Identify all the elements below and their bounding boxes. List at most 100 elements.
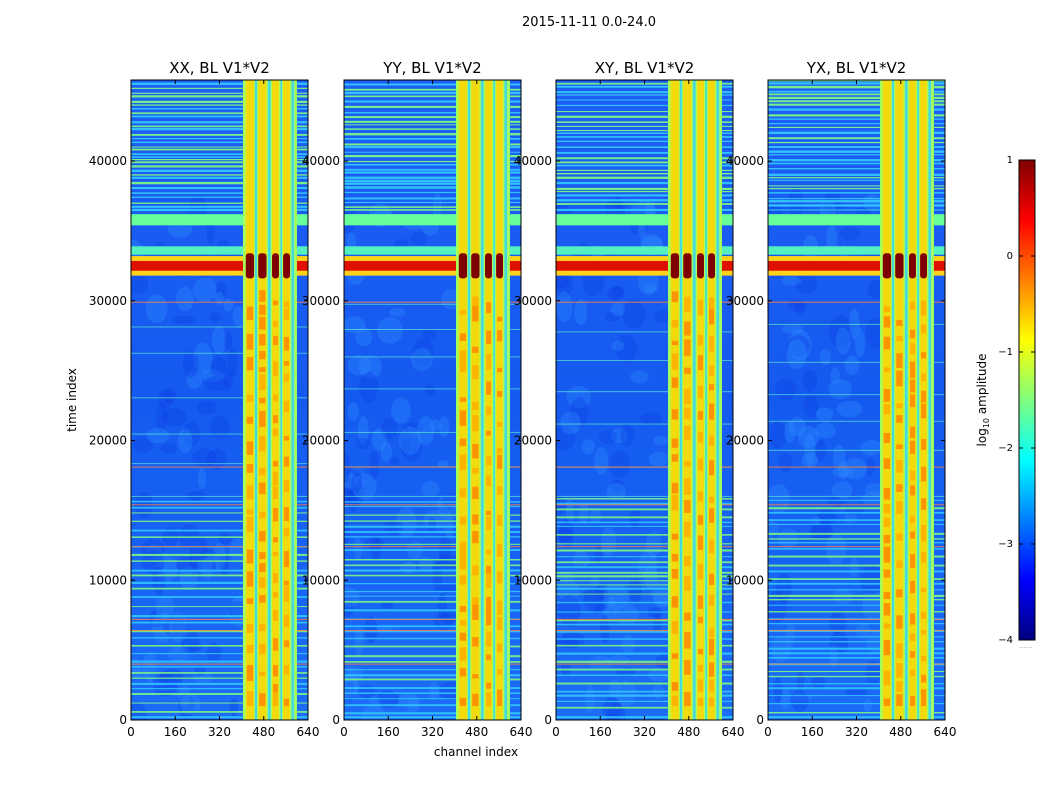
rfi-time-line bbox=[131, 660, 308, 663]
x-tick-label: 0 bbox=[764, 725, 772, 739]
noise-patch bbox=[621, 634, 635, 654]
rfi-time-line bbox=[344, 595, 521, 597]
rfi-time-line bbox=[768, 192, 945, 194]
channel-gap bbox=[480, 80, 484, 720]
y-tick-label: 40000 bbox=[726, 154, 764, 168]
channel-hotspot bbox=[273, 552, 278, 557]
rfi-time-line bbox=[131, 158, 308, 161]
rfi-time-line bbox=[131, 125, 308, 128]
channel-hotspot bbox=[684, 631, 691, 649]
channel-hotspot bbox=[284, 698, 290, 707]
channel-hotspot bbox=[284, 436, 290, 441]
noise-patch bbox=[654, 310, 673, 323]
channel-hotspot bbox=[497, 391, 503, 397]
rfi-time-line bbox=[131, 495, 308, 497]
channel-hotspot bbox=[684, 388, 691, 405]
rfi-horizontal-band bbox=[344, 246, 521, 255]
channel-hotspot bbox=[497, 330, 503, 342]
rfi-time-line bbox=[556, 187, 733, 191]
noise-patch bbox=[788, 417, 806, 437]
rfi-time-line bbox=[344, 564, 521, 567]
rfi-time-line bbox=[768, 703, 945, 705]
rfi-time-line bbox=[344, 514, 521, 516]
rfi-time-line bbox=[344, 143, 521, 146]
noise-patch bbox=[768, 590, 788, 623]
noise-patch bbox=[403, 422, 424, 432]
channel-hotspot bbox=[486, 573, 491, 589]
rfi-time-line bbox=[556, 674, 733, 676]
channel-hotspot bbox=[459, 397, 467, 402]
channel-hotspot bbox=[246, 464, 254, 473]
noise-patch bbox=[832, 444, 846, 471]
rfi-time-line bbox=[556, 549, 733, 552]
channel-hotspot bbox=[246, 516, 254, 532]
channel-hotspot bbox=[486, 609, 491, 626]
channel-hotspot bbox=[896, 681, 903, 692]
channel-hotspot bbox=[284, 507, 290, 521]
channel-hotspot bbox=[246, 357, 254, 371]
rfi-time-line bbox=[344, 655, 521, 658]
noise-patch bbox=[438, 535, 452, 564]
rfi-time-line bbox=[768, 652, 945, 655]
rfi-time-line bbox=[344, 137, 521, 140]
noise-patch bbox=[630, 370, 649, 384]
noise-patch bbox=[795, 272, 818, 294]
channel-hotspot bbox=[459, 541, 467, 555]
noise-patch bbox=[344, 475, 365, 491]
noise-patch bbox=[224, 368, 233, 391]
noise-patch bbox=[844, 355, 860, 376]
noise-patch bbox=[644, 284, 657, 293]
channel-hotspot bbox=[921, 403, 927, 419]
rfi-time-line bbox=[344, 645, 521, 648]
channel-hotspot bbox=[246, 333, 254, 350]
channel-hotspot bbox=[273, 572, 278, 584]
channel-hotspot bbox=[896, 694, 903, 707]
rfi-time-line bbox=[344, 692, 521, 694]
channel-hotspot bbox=[486, 565, 491, 574]
channel-hotspot bbox=[459, 488, 467, 498]
rfi-time-line bbox=[131, 92, 308, 94]
rfi-time-line bbox=[768, 594, 945, 597]
noise-patch bbox=[389, 307, 406, 317]
rfi-time-line bbox=[556, 566, 733, 569]
rfi-time-line bbox=[344, 501, 521, 503]
noise-patch bbox=[389, 456, 400, 466]
channel-hotspot bbox=[684, 575, 691, 591]
channel-hotspot bbox=[497, 316, 503, 322]
channel-column bbox=[670, 80, 680, 720]
noise-patch bbox=[355, 327, 373, 347]
channel-hotspot bbox=[284, 551, 290, 568]
channel-hotspot bbox=[883, 487, 891, 500]
channel-hotspot bbox=[459, 554, 467, 570]
rfi-time-line bbox=[768, 548, 945, 550]
channel-hotspot bbox=[684, 425, 691, 440]
noise-patch bbox=[358, 371, 379, 403]
channel-hotspot bbox=[284, 479, 290, 492]
channel-hotspot bbox=[709, 435, 715, 446]
noise-patch bbox=[354, 627, 364, 656]
y-tick-label: 30000 bbox=[726, 294, 764, 308]
rfi-time-line bbox=[556, 129, 733, 132]
noise-patch bbox=[786, 339, 807, 370]
rfi-time-line bbox=[556, 176, 733, 179]
channel-hotspot bbox=[459, 697, 467, 707]
noise-patch bbox=[802, 369, 818, 392]
y-tick-label: 30000 bbox=[514, 294, 552, 308]
channel-hotspot bbox=[273, 507, 278, 522]
rfi-time-line bbox=[556, 146, 733, 148]
channel-hotspot bbox=[259, 333, 266, 346]
rfi-time-line bbox=[131, 463, 308, 465]
rfi-time-line bbox=[131, 433, 308, 435]
rfi-time-line bbox=[344, 669, 521, 671]
rfi-time-line bbox=[344, 179, 521, 183]
channel-hotspot bbox=[709, 628, 715, 638]
rfi-time-line bbox=[131, 621, 308, 624]
rfi-time-line bbox=[556, 593, 733, 595]
rfi-time-line bbox=[768, 675, 945, 678]
rfi-time-line bbox=[131, 546, 308, 548]
rfi-time-line bbox=[131, 677, 308, 679]
noise-patch bbox=[611, 285, 624, 298]
rfi-time-line bbox=[131, 569, 308, 572]
rfi-time-line bbox=[556, 199, 733, 202]
